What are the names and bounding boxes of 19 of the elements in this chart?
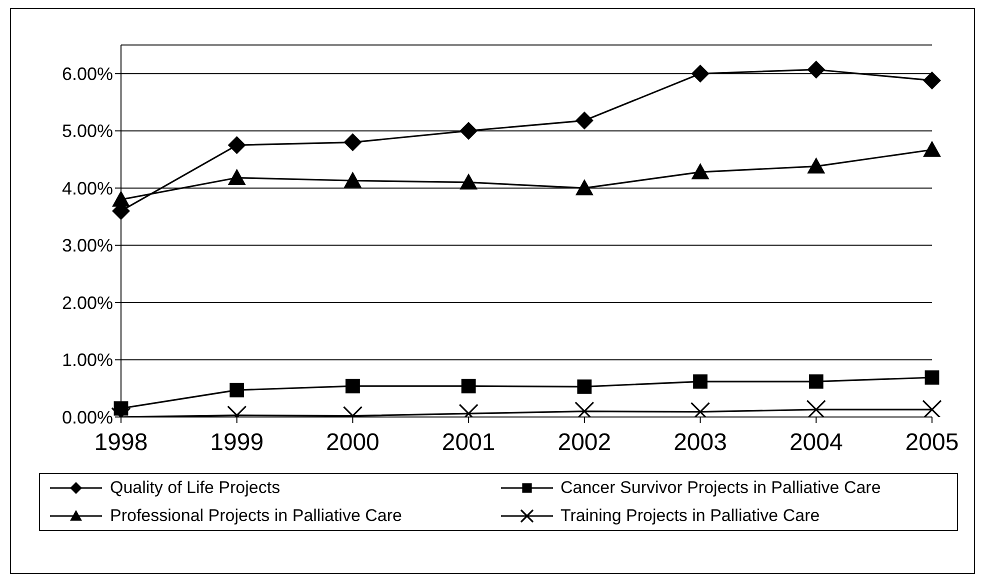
- legend-label: Professional Projects in Palliative Care: [110, 506, 402, 526]
- y-tick-label: 3.00%: [62, 236, 113, 256]
- x-tick-label: 2005: [905, 429, 959, 456]
- x-tick-label: 1999: [210, 429, 264, 456]
- y-tick-label: 2.00%: [62, 292, 113, 313]
- x-tick-label: 2002: [558, 429, 612, 456]
- x-tick-label: 2004: [789, 429, 843, 456]
- x-tick-label: 2003: [674, 429, 727, 456]
- y-tick-label: 6.00%: [62, 64, 113, 84]
- y-tick-label: 1.00%: [62, 350, 113, 370]
- x-tick-label: 2000: [326, 429, 380, 456]
- legend-label: Training Projects in Palliative Care: [560, 506, 820, 526]
- y-tick-label: 0.00%: [62, 407, 113, 428]
- y-tick-label: 4.00%: [62, 178, 113, 198]
- legend-label: Quality of Life Projects: [110, 478, 280, 498]
- legend-label: Cancer Survivor Projects in Palliative Care: [560, 478, 881, 498]
- y-tick-label: 5.00%: [62, 121, 113, 142]
- x-tick-label: 2001: [442, 429, 496, 456]
- x-tick-label: 1998: [94, 429, 148, 456]
